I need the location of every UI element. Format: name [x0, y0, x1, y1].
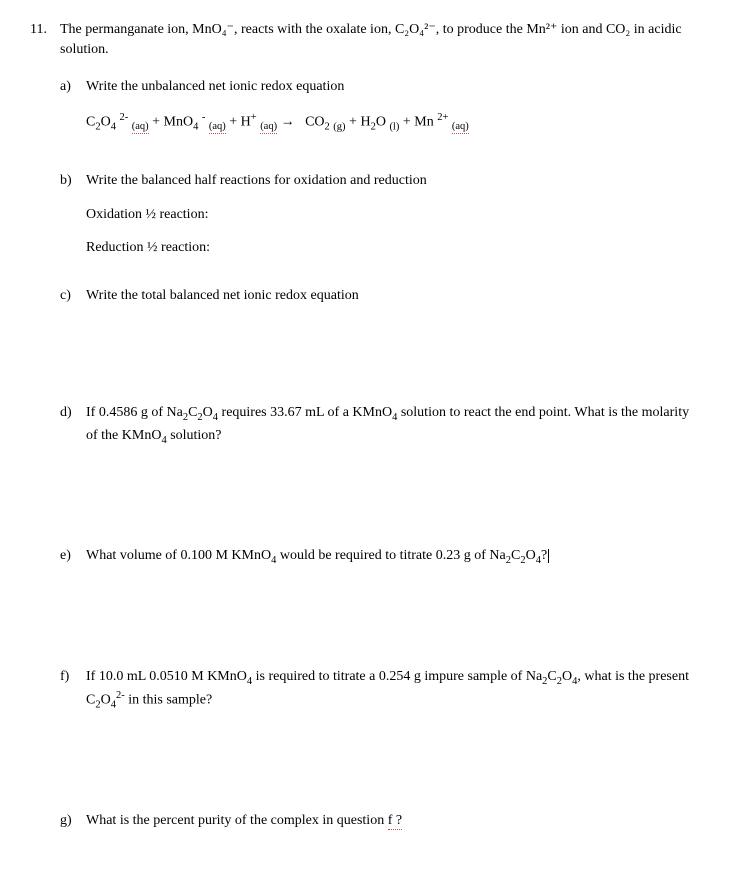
- part-d: d) If 0.4586 g of Na2C2O4 requires 33.67…: [60, 403, 702, 448]
- part-g-prompt-text: What is the percent purity of the comple…: [86, 813, 388, 828]
- part-e-label: e): [60, 546, 86, 568]
- question-number: 11.: [30, 20, 60, 59]
- part-c: c) Write the total balanced net ionic re…: [60, 286, 702, 306]
- part-f-prompt: If 10.0 mL 0.0510 M KMnO4 is required to…: [86, 667, 702, 714]
- part-e: e) What volume of 0.100 M KMnO4 would be…: [60, 546, 702, 568]
- part-b: b) Write the balanced half reactions for…: [60, 171, 702, 258]
- part-d-label: d): [60, 403, 86, 448]
- part-d-prompt: If 0.4586 g of Na2C2O4 requires 33.67 mL…: [86, 403, 702, 448]
- part-c-label: c): [60, 286, 86, 306]
- question-header: 11. The permanganate ion, MnO₄⁻, reacts …: [30, 20, 702, 59]
- part-b-content: Write the balanced half reactions for ox…: [86, 171, 702, 258]
- part-g-label: g): [60, 811, 86, 831]
- part-b-label: b): [60, 171, 86, 258]
- part-b-reduction: Reduction ½ reaction:: [86, 238, 702, 258]
- part-a-label: a): [60, 77, 86, 143]
- part-b-prompt: Write the balanced half reactions for ox…: [86, 171, 702, 191]
- text-cursor: [548, 549, 549, 563]
- part-c-content: Write the total balanced net ionic redox…: [86, 286, 702, 306]
- part-d-content: If 0.4586 g of Na2C2O4 requires 33.67 mL…: [86, 403, 702, 448]
- part-f-label: f): [60, 667, 86, 714]
- part-a-equation: C2O4 2- (aq) + MnO4 - (aq) + H+ (aq) → C…: [86, 111, 702, 135]
- part-a-content: Write the unbalanced net ionic redox equ…: [86, 77, 702, 143]
- part-g-dotted: f ?: [388, 813, 402, 830]
- part-f-content: If 10.0 mL 0.0510 M KMnO4 is required to…: [86, 667, 702, 714]
- part-a-prompt: Write the unbalanced net ionic redox equ…: [86, 77, 702, 97]
- part-a: a) Write the unbalanced net ionic redox …: [60, 77, 702, 143]
- part-g: g) What is the percent purity of the com…: [60, 811, 702, 831]
- part-c-prompt: Write the total balanced net ionic redox…: [86, 286, 702, 306]
- question-intro: The permanganate ion, MnO₄⁻, reacts with…: [60, 20, 702, 59]
- part-e-prompt: What volume of 0.100 M KMnO4 would be re…: [86, 546, 702, 568]
- part-e-content: What volume of 0.100 M KMnO4 would be re…: [86, 546, 702, 568]
- part-f: f) If 10.0 mL 0.0510 M KMnO4 is required…: [60, 667, 702, 714]
- part-g-content: What is the percent purity of the comple…: [86, 811, 702, 831]
- part-g-prompt: What is the percent purity of the comple…: [86, 811, 702, 831]
- part-b-oxidation: Oxidation ½ reaction:: [86, 205, 702, 225]
